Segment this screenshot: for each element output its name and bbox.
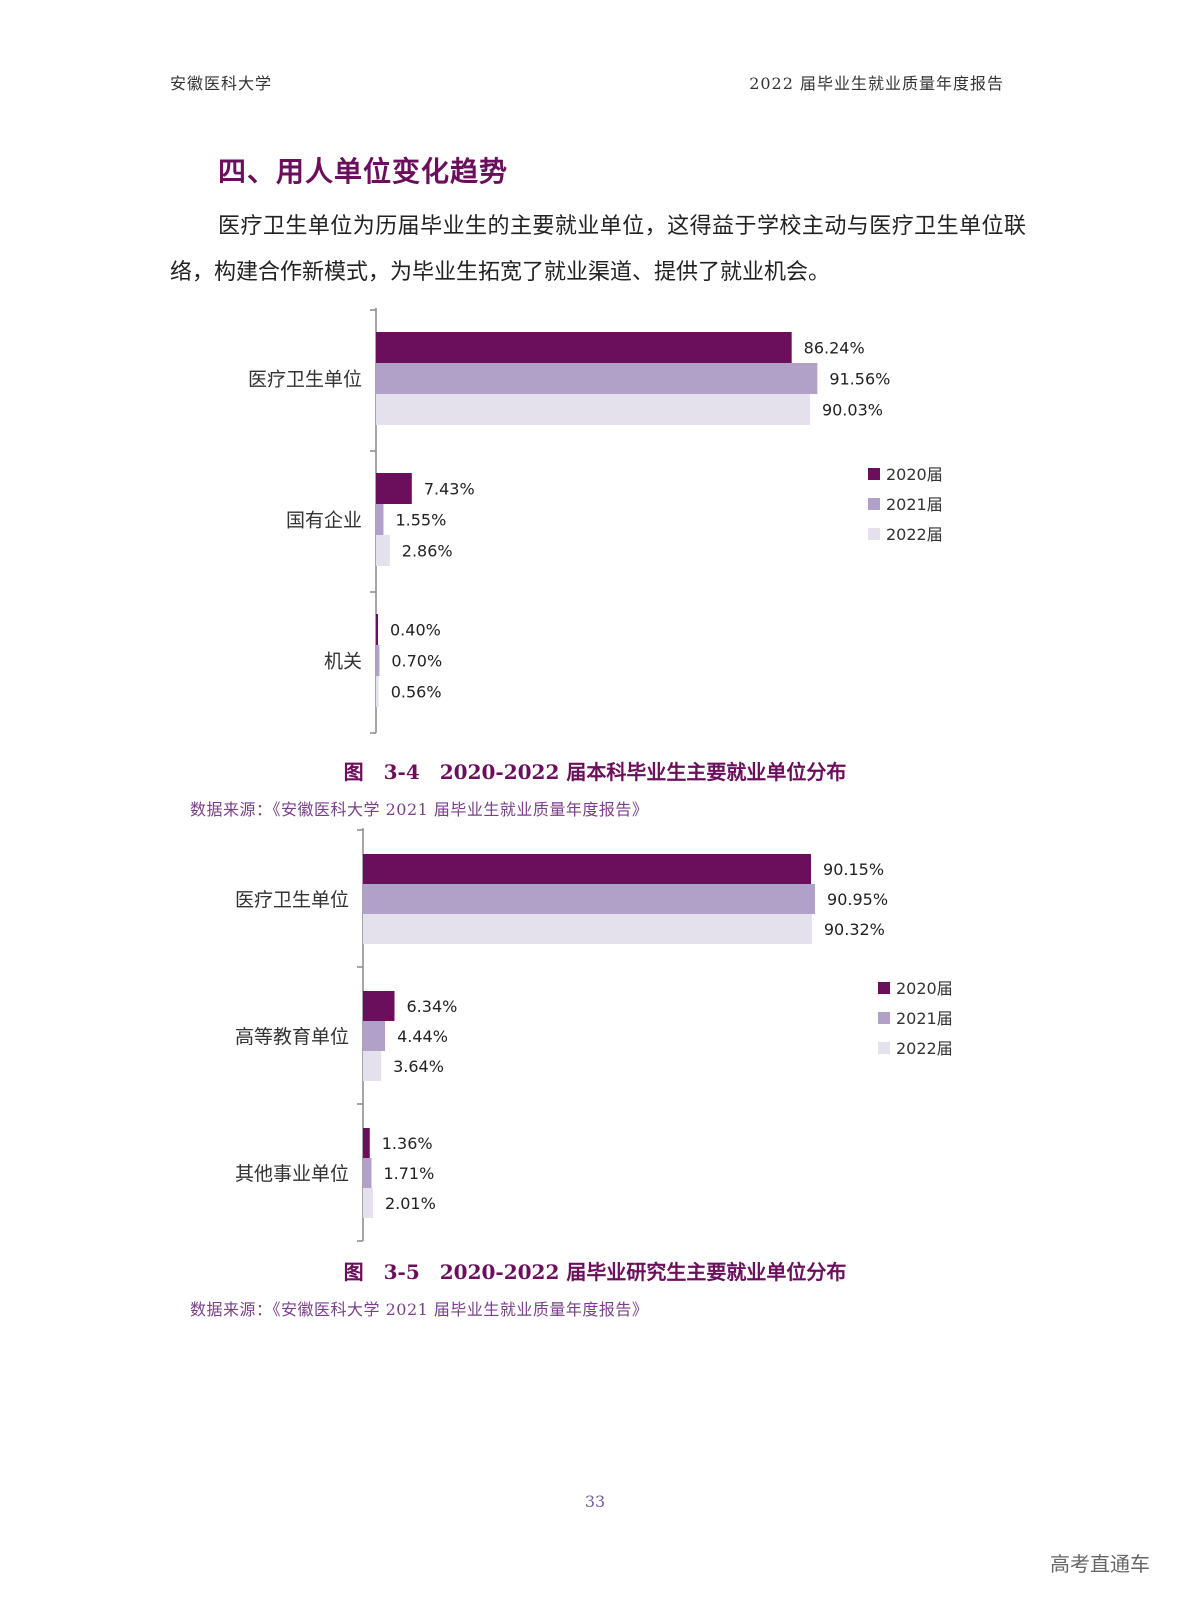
bar-2022届	[376, 394, 810, 425]
watermark: 高考直通车	[1050, 1552, 1150, 1576]
data-label: 1.55%	[395, 511, 446, 530]
figure-source-3-4: 数据来源：《安徽医科大学 2021 届毕业生就业质量年度报告》	[190, 800, 649, 819]
legend-swatch	[878, 982, 890, 994]
bar-2021届	[376, 363, 818, 394]
legend-label: 2022届	[896, 1039, 953, 1058]
legend-label: 2021届	[896, 1009, 953, 1028]
bar-2020届	[363, 1128, 370, 1158]
data-label: 90.32%	[824, 920, 885, 939]
data-label: 86.24%	[804, 339, 865, 358]
data-label: 0.40%	[390, 621, 441, 640]
data-label: 0.56%	[391, 683, 442, 702]
category-label: 机关	[324, 651, 362, 673]
bar-2021届	[363, 1021, 386, 1051]
legend-label: 2021届	[886, 495, 943, 514]
data-label: 90.95%	[827, 890, 888, 909]
legend-label: 2020届	[896, 979, 953, 998]
section-title: 四、用人单位变化趋势	[218, 155, 509, 188]
data-label: 1.36%	[382, 1134, 433, 1153]
data-label: 91.56%	[829, 370, 890, 389]
bar-2020届	[363, 854, 812, 884]
data-label: 7.43%	[424, 480, 475, 499]
figure-caption-3-4: 图 3-4 2020-2022 届本科毕业生主要就业单位分布	[343, 760, 847, 784]
legend-swatch	[868, 468, 880, 480]
data-label: 6.34%	[407, 997, 458, 1016]
data-label: 90.03%	[822, 401, 883, 420]
figure-caption-3-5: 图 3-5 2020-2022 届毕业研究生主要就业单位分布	[343, 1260, 847, 1284]
category-label: 医疗卫生单位	[235, 889, 349, 911]
chart-graduate-employers: 医疗卫生单位 90.15% 90.95% 90.32% 高等教育单位 6.34% 4.44%…	[235, 828, 953, 1242]
legend-label: 2022届	[886, 525, 943, 544]
chart-undergraduate-employers: 医疗卫生单位 86.24% 91.56% 90.03% 国有企业 7.43% 1.55% 2.…	[248, 308, 943, 734]
header-report-title: 2022 届毕业生就业质量年度报告	[749, 74, 1004, 93]
bar-2022届	[363, 914, 812, 944]
body-paragraph: 医疗卫生单位为历届毕业生的主要就业单位，这得益于学校主动与医疗卫生单位联络，构建…	[170, 214, 1026, 285]
figure-source-3-5: 数据来源：《安徽医科大学 2021 届毕业生就业质量年度报告》	[190, 1300, 649, 1319]
bar-2022届	[363, 1188, 373, 1218]
bar-2021届	[363, 884, 816, 914]
bar-2020届	[376, 473, 412, 504]
data-label: 90.15%	[823, 860, 884, 879]
bar-2020届	[376, 614, 378, 645]
bar-2020届	[363, 991, 395, 1021]
bar-2021届	[363, 1158, 372, 1188]
legend-swatch	[868, 528, 880, 540]
bar-2021届	[376, 504, 384, 535]
legend-swatch	[878, 1012, 890, 1024]
legend-label: 2020届	[886, 465, 943, 484]
legend-swatch	[878, 1042, 890, 1054]
category-label: 高等教育单位	[235, 1026, 349, 1048]
data-label: 4.44%	[397, 1027, 448, 1046]
data-label: 0.70%	[391, 652, 442, 671]
header-school-name: 安徽医科大学	[170, 74, 273, 93]
category-label: 国有企业	[286, 510, 362, 532]
data-label: 2.86%	[402, 542, 453, 561]
legend-swatch	[868, 498, 880, 510]
bar-2021届	[376, 645, 380, 676]
data-label: 3.64%	[393, 1057, 444, 1076]
data-label: 2.01%	[385, 1194, 436, 1213]
category-label: 其他事业单位	[235, 1163, 349, 1185]
bar-2022届	[376, 676, 379, 707]
category-label: 医疗卫生单位	[248, 369, 362, 391]
page-number: 33	[584, 1492, 606, 1511]
bar-2022届	[376, 535, 390, 566]
bar-2020届	[376, 332, 792, 363]
data-label: 1.71%	[383, 1164, 434, 1183]
bar-2022届	[363, 1051, 382, 1081]
